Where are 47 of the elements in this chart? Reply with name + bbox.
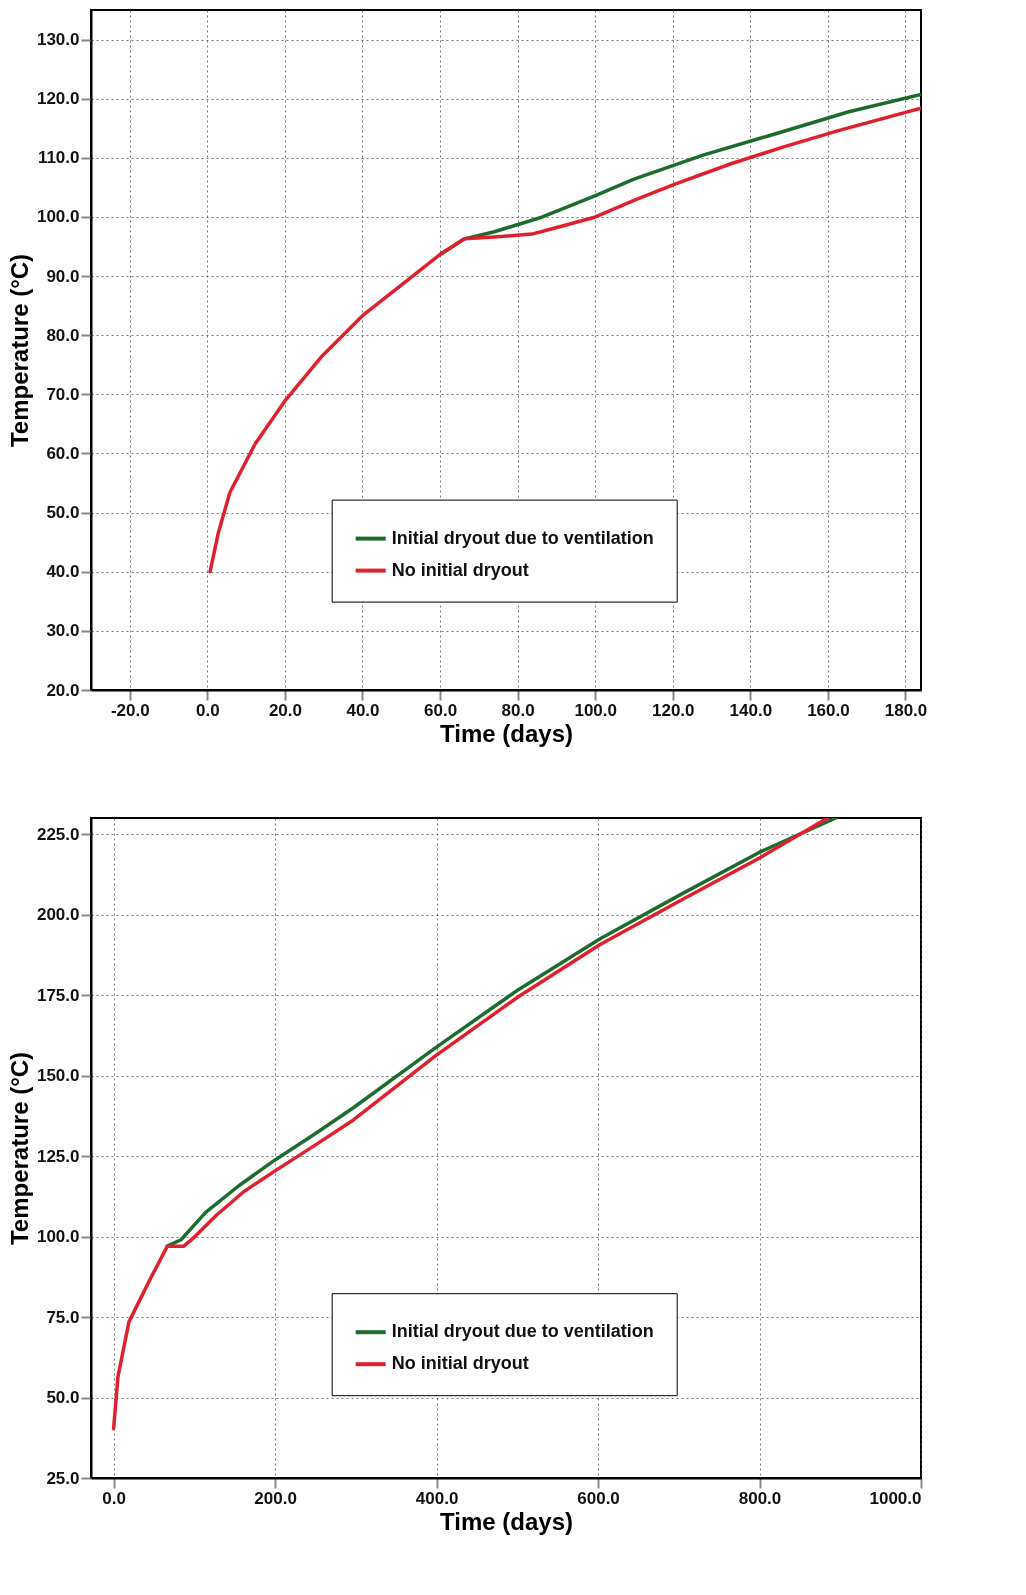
legend-label: No initial dryout xyxy=(391,559,529,580)
y-tick-label: 40.0 xyxy=(46,562,80,582)
y-axis-title: Temperature (°C) xyxy=(5,253,33,448)
x-tick-label: 40.0 xyxy=(346,700,380,720)
y-tick-label: 110.0 xyxy=(37,148,80,168)
line-series xyxy=(111,818,830,1431)
legend-label: Initial dryout due to ventilation xyxy=(391,1321,654,1342)
y-tick-label: 50.0 xyxy=(46,503,80,523)
x-tick-label: 1000.0 xyxy=(869,1488,922,1508)
x-tick-label: 60.0 xyxy=(424,700,458,720)
y-tick-label: 120.0 xyxy=(36,89,80,109)
x-tick-label: 800.0 xyxy=(738,1488,782,1508)
x-tick-label: 0.0 xyxy=(196,700,220,720)
y-tick-label: 30.0 xyxy=(46,621,80,641)
y-tick-label: 70.0 xyxy=(46,384,80,404)
x-tick-label: 80.0 xyxy=(501,700,535,720)
y-tick-label: 60.0 xyxy=(46,443,80,463)
x-axis-title: Time (days) xyxy=(440,1507,573,1535)
x-tick-label: 400.0 xyxy=(415,1488,459,1508)
y-tick-label: 20.0 xyxy=(46,680,80,700)
y-tick-label: 100.0 xyxy=(36,1227,80,1247)
x-tick-label: -20.0 xyxy=(110,700,150,720)
y-tick-label: 80.0 xyxy=(46,325,80,345)
x-tick-label: 200.0 xyxy=(254,1488,297,1508)
legend-label: Initial dryout due to ventilation xyxy=(391,527,654,548)
y-tick-label: 75.0 xyxy=(46,1307,80,1327)
x-tick-label: 180.0 xyxy=(884,700,928,720)
x-tick-label: 160.0 xyxy=(807,700,850,720)
x-axis-title: Time (days) xyxy=(440,719,573,747)
legend-label: No initial dryout xyxy=(391,1353,529,1374)
y-tick-label: 225.0 xyxy=(36,824,80,844)
y-tick-label: 200.0 xyxy=(36,905,80,925)
y-tick-label: 90.0 xyxy=(46,266,80,286)
x-tick-label: 120.0 xyxy=(652,700,695,720)
y-tick-label: 25.0 xyxy=(46,1468,80,1488)
y-tick-label: 130.0 xyxy=(36,30,80,50)
x-tick-label: 20.0 xyxy=(268,700,302,720)
x-tick-label: 100.0 xyxy=(574,700,617,720)
y-tick-label: 50.0 xyxy=(46,1388,80,1408)
y-tick-label: 100.0 xyxy=(36,207,80,227)
y-tick-label: 150.0 xyxy=(36,1066,80,1086)
x-tick-label: 600.0 xyxy=(577,1488,620,1508)
y-axis-title: Temperature (°C) xyxy=(5,1051,33,1246)
x-tick-label: 140.0 xyxy=(729,700,773,720)
x-tick-label: 0.0 xyxy=(102,1488,126,1508)
y-tick-label: 125.0 xyxy=(36,1146,80,1166)
y-tick-label: 175.0 xyxy=(36,985,80,1005)
